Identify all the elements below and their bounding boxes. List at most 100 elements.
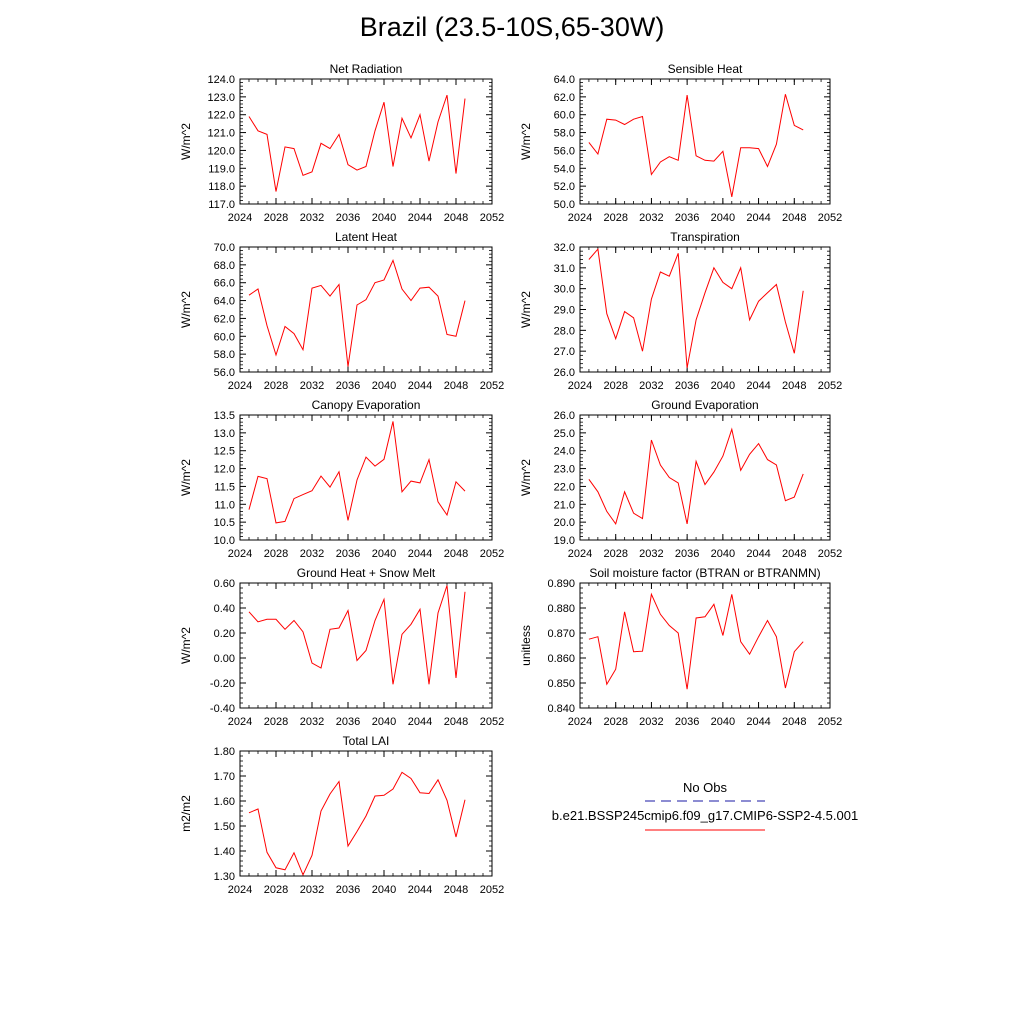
y-axis-label: W/m^2 [519, 459, 533, 496]
y-tick-label: 0.880 [547, 603, 575, 615]
y-tick-label: 121.0 [207, 128, 235, 140]
y-axis-label: unitless [519, 625, 533, 666]
y-tick-label: 0.860 [547, 653, 575, 665]
y-tick-label: 58.0 [554, 128, 575, 140]
y-tick-label: 26.0 [554, 367, 575, 379]
y-tick-label: 22.0 [554, 481, 575, 493]
x-tick-label: 2028 [603, 212, 627, 224]
plot-frame [579, 582, 831, 709]
y-tick-label: 52.0 [554, 181, 575, 193]
panel-title: Latent Heat [335, 230, 398, 244]
x-tick-label: 2036 [675, 716, 699, 728]
plot-frame [239, 750, 493, 877]
chart-panel: 2024 2028 2032 2036 2040 2044 2048 2052 19.0 20.0… [519, 398, 842, 560]
x-tick-label: 2044 [408, 884, 432, 896]
panel-title: Total LAI [343, 734, 390, 748]
y-tick-label: 56.0 [554, 145, 575, 157]
x-tick-label: 2036 [336, 884, 360, 896]
y-tick-label: 62.0 [214, 313, 235, 325]
y-tick-label: 66.0 [214, 278, 235, 290]
y-axis-label: W/m^2 [179, 627, 193, 664]
y-tick-label: 62.0 [554, 92, 575, 104]
y-tick-label: 28.0 [554, 325, 575, 337]
y-tick-label: 0.40 [214, 603, 235, 615]
y-tick-label: 122.0 [207, 110, 235, 122]
y-tick-label: 30.0 [554, 284, 575, 296]
series-line [248, 585, 466, 685]
y-tick-label: 1.80 [214, 746, 235, 758]
y-tick-label: 21.0 [554, 499, 575, 511]
x-tick-label: 2052 [480, 716, 504, 728]
y-tick-label: 0.870 [547, 628, 575, 640]
y-tick-label: 1.70 [214, 771, 235, 783]
series-line [248, 771, 466, 877]
x-tick-label: 2036 [336, 716, 360, 728]
x-tick-label: 2044 [746, 380, 770, 392]
y-tick-label: 26.0 [554, 410, 575, 422]
x-tick-label: 2048 [444, 716, 468, 728]
y-tick-label: 13.0 [214, 428, 235, 440]
y-tick-label: 118.0 [208, 181, 235, 193]
y-tick-label: 31.0 [554, 263, 575, 275]
chart-panel: 2024 2028 2032 2036 2040 2044 2048 2052 56.0 58.0… [179, 230, 504, 392]
chart-panel: 2024 2028 2032 2036 2040 2044 2048 2052 117.0 118… [179, 62, 504, 224]
plot-frame [579, 78, 831, 205]
plot-frame [239, 246, 493, 373]
y-tick-label: 1.50 [214, 821, 235, 833]
y-axis-label: W/m^2 [519, 291, 533, 328]
y-tick-label: 58.0 [214, 349, 235, 361]
y-axis-label: W/m^2 [519, 123, 533, 160]
x-tick-label: 2052 [480, 884, 504, 896]
x-tick-label: 2040 [711, 212, 735, 224]
x-tick-label: 2024 [568, 212, 592, 224]
x-tick-label: 2052 [818, 212, 842, 224]
y-tick-label: 0.60 [214, 578, 235, 590]
x-tick-label: 2024 [228, 548, 252, 560]
x-tick-label: 2024 [568, 548, 592, 560]
y-tick-label: 1.60 [214, 796, 235, 808]
legend: No Obs b.e21.BSSP245cmip6.f09_g17.CMIP6-S… [552, 780, 858, 831]
x-tick-label: 2032 [639, 716, 663, 728]
y-tick-label: 117.0 [208, 199, 235, 211]
y-tick-label: 10.5 [214, 517, 235, 529]
x-tick-label: 2044 [746, 716, 770, 728]
x-tick-label: 2032 [639, 212, 663, 224]
x-tick-label: 2040 [711, 380, 735, 392]
y-tick-label: -0.40 [210, 703, 235, 715]
x-tick-label: 2028 [264, 548, 288, 560]
plot-frame [579, 246, 831, 373]
x-tick-label: 2044 [408, 716, 432, 728]
y-tick-label: 12.5 [214, 446, 235, 458]
x-tick-label: 2052 [480, 548, 504, 560]
x-tick-label: 2048 [444, 884, 468, 896]
plot-frame [239, 582, 493, 709]
plot-frame [239, 78, 493, 205]
y-tick-label: 124.0 [207, 74, 235, 86]
x-tick-label: 2032 [639, 380, 663, 392]
y-tick-label: 24.0 [554, 446, 575, 458]
x-tick-label: 2036 [675, 212, 699, 224]
y-tick-label: 64.0 [554, 74, 575, 86]
y-tick-label: 19.0 [554, 535, 575, 547]
y-tick-label: 70.0 [214, 242, 235, 254]
y-tick-label: 1.30 [214, 871, 235, 883]
legend-model-label: b.e21.BSSP245cmip6.f09_g17.CMIP6-SSP2-4.… [552, 808, 858, 823]
y-tick-label: 68.0 [214, 260, 235, 272]
x-tick-label: 2052 [818, 548, 842, 560]
y-tick-label: 119.0 [208, 163, 235, 175]
chart-panel: 2024 2028 2032 2036 2040 2044 2048 2052 1.30 1.40… [179, 734, 504, 896]
y-tick-label: 123.0 [207, 92, 235, 104]
y-tick-label: 0.20 [214, 628, 235, 640]
panel-title: Transpiration [670, 230, 740, 244]
x-tick-label: 2036 [336, 380, 360, 392]
y-tick-label: 0.890 [547, 578, 575, 590]
y-tick-label: 0.00 [214, 653, 235, 665]
x-tick-label: 2036 [336, 548, 360, 560]
y-tick-label: 60.0 [214, 331, 235, 343]
x-tick-label: 2024 [228, 212, 252, 224]
x-tick-label: 2044 [746, 548, 770, 560]
series-line [588, 247, 804, 368]
x-tick-label: 2040 [372, 884, 396, 896]
x-tick-label: 2044 [408, 380, 432, 392]
